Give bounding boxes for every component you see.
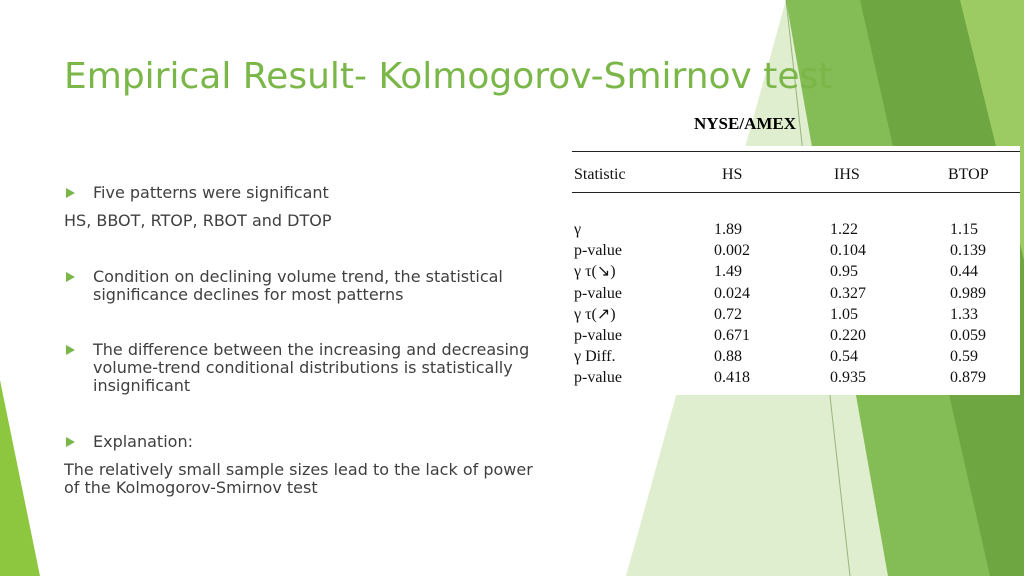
bullet-arrow-icon [66,188,75,198]
left-corner-facet [0,380,40,576]
table-cell: 1.22 [830,221,858,238]
row-statistic-label: p-value [574,327,622,344]
table-cell: 0.72 [714,305,742,323]
bullet-item: Explanation: [64,433,534,451]
table-cell: 0.104 [830,242,866,260]
table-cell: 0.44 [950,263,978,281]
ks-results-table: Statistic HS IHS BTOP γ 1.89 1.22 1.15 p-val… [558,146,1020,395]
table-cell: 0.935 [830,369,866,387]
table-cell: 0.879 [950,369,986,387]
table-cell: 0.024 [714,284,750,302]
bullet-arrow-icon [66,272,75,282]
table-cell: 1.15 [950,221,978,238]
table-cell: 1.89 [714,221,742,238]
table-cell: 0.671 [714,327,750,344]
table-cell: 0.54 [830,348,858,366]
row-statistic-label: p-value [574,242,622,260]
table-cell: 0.059 [950,327,986,344]
table-top-rule [572,151,1020,152]
table-cell: 0.327 [830,284,866,302]
table-cell: 0.989 [950,284,986,302]
table-cell: 0.88 [714,348,742,366]
row-statistic-label: γ Diff. [574,348,616,366]
row-statistic-label: p-value [574,284,622,302]
bullet-text: Condition on declining volume trend, the… [93,267,503,304]
bullet-arrow-icon [66,437,75,447]
header-ihs: IHS [834,166,860,183]
slide-title: Empirical Result- Kolmogorov-Smirnov tes… [64,56,833,97]
table-cell: 0.002 [714,242,750,260]
table-header-rule [572,192,1020,193]
table-cell: 1.33 [950,305,978,323]
exchange-label: NYSE/AMEX [694,114,797,133]
table-cell: 1.05 [830,305,858,323]
bullet-text: Explanation: [93,432,193,451]
header-hs: HS [722,166,743,183]
bullet-item: Five patterns were significant [64,184,534,202]
row-statistic-label: γ τ(↘) [574,263,616,281]
header-statistic: Statistic [574,166,626,183]
table-cell: 1.49 [714,263,742,281]
table-cell: 0.139 [950,242,986,260]
row-statistic-label: γ [574,221,582,238]
bullet-arrow-icon [66,345,75,355]
bullet-subtext: The relatively small sample sizes lead t… [64,460,533,497]
bullet-subtext: HS, BBOT, RTOP, RBOT and DTOP [64,211,332,230]
row-statistic-label: γ τ(↗) [574,305,616,323]
table-cell: 0.59 [950,348,978,366]
bullet-item: The difference between the increasing an… [64,341,534,395]
table-cell: 0.95 [830,263,858,281]
header-btop: BTOP [948,166,989,183]
bullet-text: The difference between the increasing an… [93,340,530,395]
table-cell: 0.220 [830,327,866,344]
row-statistic-label: p-value [574,369,622,387]
bullet-item: Condition on declining volume trend, the… [64,268,534,304]
bullet-text: Five patterns were significant [93,183,329,202]
table-cell: 0.418 [714,369,750,387]
